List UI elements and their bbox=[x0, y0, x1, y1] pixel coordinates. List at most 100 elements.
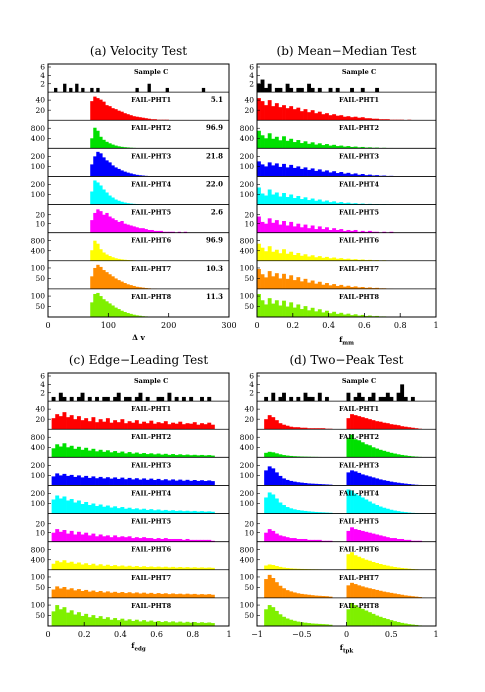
hist-bar bbox=[120, 451, 125, 458]
hist-bar bbox=[207, 511, 212, 514]
hist-bar bbox=[371, 561, 376, 570]
y-tick-label: 100 bbox=[240, 264, 255, 273]
hist-bar bbox=[91, 533, 96, 542]
hist-bar bbox=[102, 214, 106, 233]
hist-bar bbox=[403, 568, 408, 570]
hist-bar bbox=[278, 140, 283, 149]
hist-bar bbox=[375, 448, 380, 458]
hist-bar bbox=[105, 396, 110, 402]
hist-bar bbox=[123, 259, 127, 261]
hist-bar bbox=[196, 480, 201, 486]
hist-bar bbox=[203, 511, 208, 514]
hist-bar bbox=[410, 540, 415, 542]
hist-bar bbox=[163, 479, 168, 486]
hist-bar bbox=[62, 560, 67, 570]
hist-bar bbox=[289, 396, 294, 402]
hist-bar bbox=[200, 539, 204, 542]
hist-bar bbox=[69, 415, 74, 430]
hist-bar bbox=[90, 101, 94, 121]
hist-bar bbox=[167, 454, 172, 458]
y-tick-label: 200 bbox=[240, 152, 255, 161]
hist-bar bbox=[260, 135, 265, 149]
x-tick-label: 1 bbox=[226, 630, 231, 639]
hist-bar bbox=[328, 115, 333, 121]
hist-bar bbox=[407, 512, 412, 514]
hist-bar bbox=[364, 315, 369, 317]
hist-bar bbox=[264, 419, 269, 430]
hist-bar bbox=[321, 114, 326, 121]
hist-bar bbox=[307, 396, 311, 402]
hist-bar bbox=[303, 594, 308, 598]
hist-bar bbox=[385, 592, 390, 598]
y-tick-label: 4 bbox=[40, 380, 45, 389]
panel-title: (a) Velocity Test bbox=[90, 44, 187, 58]
hist-bar bbox=[314, 428, 319, 430]
hist-bar bbox=[138, 315, 142, 317]
hist-bar bbox=[303, 427, 308, 430]
hist-bar bbox=[87, 535, 92, 542]
hist-bar bbox=[127, 477, 132, 486]
hist-bar bbox=[299, 143, 304, 149]
x-tick-label: 0.6 bbox=[358, 321, 371, 330]
hist-bar bbox=[120, 507, 125, 514]
hist-bar bbox=[111, 108, 115, 121]
hist-bar bbox=[357, 440, 362, 458]
hist-bar bbox=[364, 559, 369, 570]
hist-bar bbox=[346, 172, 351, 177]
hist-bar bbox=[62, 530, 67, 542]
hist-bar bbox=[267, 162, 272, 177]
hist-bar bbox=[289, 568, 294, 570]
hist-bar bbox=[96, 151, 100, 177]
x-tick-label: 0.5 bbox=[385, 630, 398, 639]
hist-bar bbox=[105, 505, 110, 514]
hist-bar bbox=[346, 313, 351, 317]
hist-bar bbox=[102, 270, 106, 289]
hist-bar bbox=[113, 506, 118, 514]
hist-bar bbox=[274, 453, 279, 458]
hist-bar bbox=[407, 624, 412, 626]
y-tick-label: 10 bbox=[244, 219, 254, 228]
hist-bar bbox=[307, 428, 311, 430]
hist-bar bbox=[69, 610, 74, 626]
y-tick-label: 100 bbox=[240, 292, 255, 301]
y-tick-label: 50 bbox=[35, 583, 45, 592]
hist-bar bbox=[314, 113, 319, 121]
hist-bar bbox=[84, 532, 89, 542]
hist-bar bbox=[102, 421, 107, 430]
hist-bar bbox=[196, 594, 201, 598]
hist-bar bbox=[178, 454, 183, 458]
hist-bar bbox=[181, 455, 186, 458]
hist-bar bbox=[360, 314, 365, 317]
hist-bar bbox=[102, 101, 106, 121]
hist-bar bbox=[296, 107, 301, 121]
hist-bar bbox=[353, 493, 358, 514]
hist-bar bbox=[400, 426, 405, 430]
hist-bar bbox=[149, 509, 154, 514]
hist-bar bbox=[113, 618, 118, 626]
hist-bar bbox=[80, 590, 85, 598]
hist-bar bbox=[328, 624, 333, 626]
hist-bar bbox=[382, 507, 387, 514]
hist-bar bbox=[167, 622, 172, 626]
hist-bar bbox=[367, 174, 372, 177]
hist-bar bbox=[109, 592, 114, 598]
hist-bar bbox=[285, 507, 290, 514]
hist-bar bbox=[178, 621, 183, 626]
hist-bar bbox=[102, 299, 106, 317]
row-label: FAIL-PHT4 bbox=[339, 180, 379, 188]
hist-bar bbox=[389, 452, 394, 458]
hist-bar bbox=[353, 584, 358, 598]
hist-bar bbox=[296, 427, 301, 430]
hist-bar bbox=[364, 610, 369, 626]
x-tick-label: 0.4 bbox=[114, 630, 127, 639]
hist-bar bbox=[271, 607, 276, 626]
hist-bar bbox=[91, 615, 96, 626]
hist-bar bbox=[400, 454, 405, 458]
hist-bar bbox=[91, 476, 96, 486]
hist-bar bbox=[156, 453, 161, 458]
hist-bar bbox=[142, 620, 147, 626]
hist-bar bbox=[131, 422, 136, 430]
hist-bar bbox=[98, 616, 103, 626]
